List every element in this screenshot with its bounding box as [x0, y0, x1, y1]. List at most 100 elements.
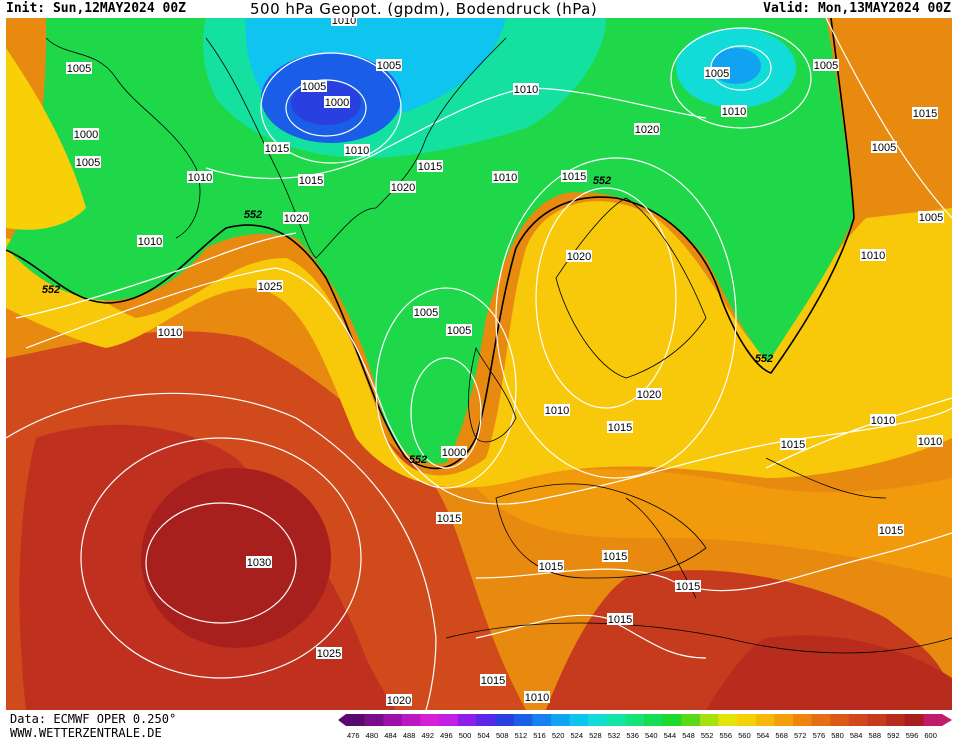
legend-value-label: 576	[813, 731, 826, 740]
legend-value-label: 480	[366, 731, 379, 740]
legend-swatch	[644, 714, 664, 726]
pressure-label: 1010	[332, 18, 356, 27]
legend-value-label: 508	[496, 731, 509, 740]
legend-swatch	[420, 714, 440, 726]
pressure-label-bg	[436, 512, 462, 524]
yellow-belt	[6, 201, 952, 488]
legend-swatch	[495, 714, 515, 726]
legend-value-label: 528	[589, 731, 602, 740]
pressure-label: 1010	[514, 84, 538, 96]
pressure-label: 1010	[345, 145, 369, 157]
legend-swatch	[401, 714, 421, 726]
legend-swatch	[904, 714, 924, 726]
coastlines	[45, 37, 952, 654]
legend-swatch	[439, 714, 459, 726]
legend-swatch	[774, 714, 794, 726]
legend-value-label: 512	[515, 731, 528, 740]
pressure-label: 1010	[918, 436, 942, 448]
coast-north-africa	[445, 622, 952, 654]
legend-value-label: 500	[459, 731, 472, 740]
pressure-label-bg	[246, 556, 272, 568]
pressure-label: 1025	[258, 281, 282, 293]
legend-value-label: 532	[608, 731, 621, 740]
legend-swatch	[737, 714, 757, 726]
pressure-label-bg	[912, 107, 938, 119]
pressure-label: 1015	[418, 161, 442, 173]
pressure-label: 1005	[302, 81, 326, 93]
height-contour-label: 552	[42, 284, 60, 296]
pressure-label-bg	[513, 83, 539, 95]
valid-time-label: Valid: Mon,13MAY2024 00Z	[763, 1, 951, 16]
pressure-label-bg	[386, 694, 412, 706]
pressure-label: 1015	[676, 581, 700, 593]
pressure-label: 1010	[158, 327, 182, 339]
pressure-label: 1005	[705, 68, 729, 80]
legend-swatch	[811, 714, 831, 726]
legend-swatch	[383, 714, 403, 726]
pressure-label-bg	[860, 249, 886, 261]
isobar-1015-scandinavia	[495, 157, 737, 479]
pressure-label-bg	[480, 674, 506, 686]
pressure-label: 1015	[481, 675, 505, 687]
pressure-label-bg	[878, 524, 904, 536]
pressure-label: 1005	[76, 157, 100, 169]
pressure-labels: 1010 1005 1005 1000 1005 1000 1005 1010 1015 1010…	[66, 18, 944, 707]
pressure-label: 1030	[247, 557, 271, 569]
pressure-label-bg	[636, 388, 662, 400]
pressure-label-bg	[544, 404, 570, 416]
legend-swatch	[886, 714, 906, 726]
color-legend: 476 480 484 488 492 496 500 504 508 512 516 520 524 5…	[338, 714, 952, 740]
pressure-label-bg	[780, 438, 806, 450]
pressure-label-bg	[324, 96, 350, 108]
pressure-label-bg	[390, 181, 416, 193]
height-contour-label: 552	[409, 454, 427, 466]
legend-swatch	[867, 714, 887, 726]
high-pressure-core	[141, 468, 331, 648]
isobar-1010-east	[825, 18, 952, 219]
pressure-label: 1020	[635, 124, 659, 136]
pressure-label-bg	[301, 80, 327, 92]
legend-value-label: 568	[775, 731, 788, 740]
legend-swatch	[606, 714, 626, 726]
pressure-label-bg	[331, 18, 357, 26]
pressure-label-bg	[675, 580, 701, 592]
legend-swatch	[346, 714, 366, 726]
website-label: WWW.WETTERZENTRALE.DE	[10, 726, 162, 740]
legend-swatch	[569, 714, 589, 726]
pressure-label: 1015	[265, 143, 289, 155]
pressure-label: 1010	[871, 415, 895, 427]
legend-value-label: 536	[626, 731, 639, 740]
pressure-label-bg	[561, 170, 587, 182]
footer-info: Data: ECMWF OPER 0.250° WWW.WETTERZENTRA…	[10, 712, 176, 740]
legend-value-label: 496	[440, 731, 453, 740]
pressure-label: 1020	[391, 182, 415, 194]
pressure-label: 1015	[603, 551, 627, 563]
pressure-label-bg	[344, 144, 370, 156]
legend-swatch	[662, 714, 682, 726]
pressure-label: 1010	[493, 172, 517, 184]
pressure-label-bg	[870, 414, 896, 426]
pressure-label: 1005	[414, 307, 438, 319]
height-contour-label: 552	[593, 175, 611, 187]
legend-arrow-left	[338, 714, 346, 726]
legend-value-label: 588	[869, 731, 882, 740]
pressure-label-bg	[634, 123, 660, 135]
legend-value-label: 580	[831, 731, 844, 740]
legend-swatch	[625, 714, 645, 726]
legend-value-label: 520	[552, 731, 565, 740]
pressure-label-bg	[917, 435, 943, 447]
coast-britain	[468, 346, 517, 443]
legend-value-label: 592	[887, 731, 900, 740]
legend-swatch	[923, 714, 943, 726]
pressure-label-bg	[75, 156, 101, 168]
map-title: 500 hPa Geopot. (gpdm), Bodendruck (hPa)	[250, 0, 598, 18]
pressure-label-bg	[283, 212, 309, 224]
pressure-label-bg	[157, 326, 183, 338]
pressure-label-bg	[918, 211, 944, 223]
legend-value-label: 560	[738, 731, 751, 740]
pressure-label-bg	[607, 421, 633, 433]
isobar-1010-north	[205, 87, 707, 180]
pressure-label: 1005	[377, 60, 401, 72]
isobar-1025	[80, 437, 362, 679]
